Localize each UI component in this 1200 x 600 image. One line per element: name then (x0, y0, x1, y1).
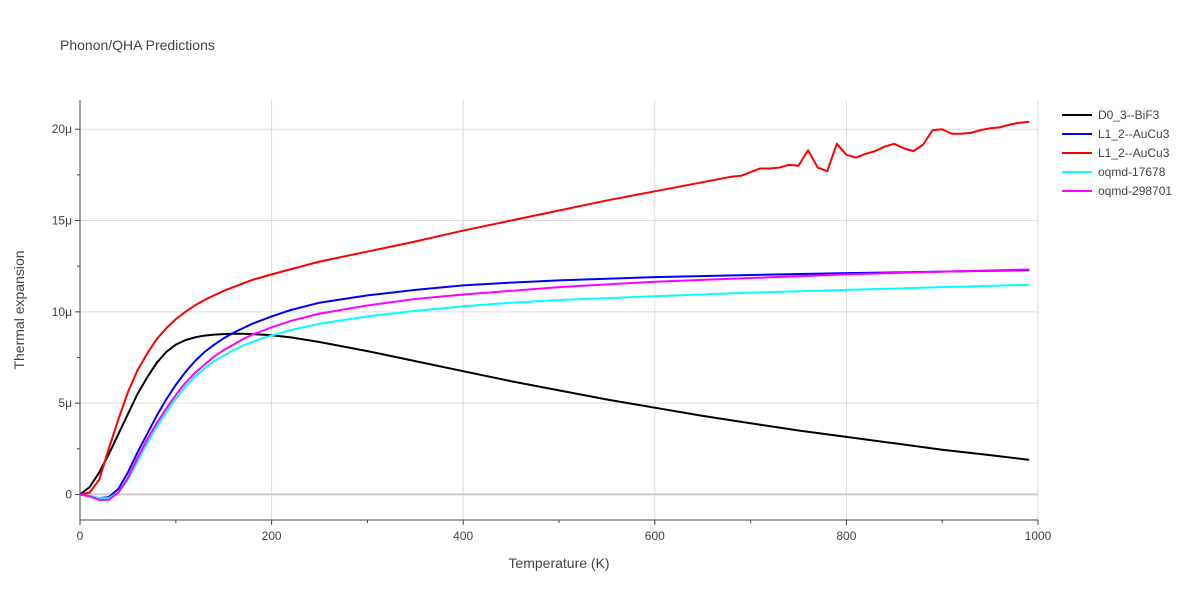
legend-label: L1_2--AuCu3 (1098, 127, 1170, 141)
series-line-0 (79, 332, 1030, 496)
y-tick-label: 10μ (52, 305, 72, 319)
series-line-1 (79, 269, 1030, 500)
axes: 0 200 400 600 800 1000 0 5μ 10μ 15μ 20μ (52, 100, 1052, 543)
series-line-3 (79, 283, 1030, 500)
grid (80, 100, 1039, 520)
x-tick-label: 200 (262, 529, 282, 543)
legend-item[interactable]: L1_2--AuCu3 (1062, 127, 1170, 141)
chart-title: Phonon/QHA Predictions (60, 37, 215, 53)
legend-item[interactable]: D0_3--BiF3 (1062, 108, 1160, 122)
legend-item[interactable]: oqmd-298701 (1062, 184, 1172, 198)
legend-item[interactable]: oqmd-17678 (1062, 165, 1166, 179)
legend-label: oqmd-17678 (1098, 165, 1166, 179)
plot-area (79, 120, 1030, 501)
legend-label: D0_3--BiF3 (1098, 108, 1160, 122)
legend: D0_3--BiF3 L1_2--AuCu3 L1_2--AuCu3 oqmd-176… (1062, 108, 1172, 198)
y-tick-label: 0 (65, 487, 72, 501)
series-line-2 (79, 120, 1030, 496)
x-tick-label: 800 (836, 529, 856, 543)
y-tick-label: 20μ (52, 122, 72, 136)
x-tick-label: 600 (645, 529, 665, 543)
x-tick-label: 400 (453, 529, 473, 543)
x-tick-label: 1000 (1025, 529, 1052, 543)
y-tick-label: 15μ (52, 214, 72, 228)
legend-item[interactable]: L1_2--AuCu3 (1062, 146, 1170, 160)
y-tick-label: 5μ (58, 396, 72, 410)
legend-label: oqmd-298701 (1098, 184, 1172, 198)
x-tick-label: 0 (77, 529, 84, 543)
y-axis-title: Thermal expansion (11, 250, 27, 369)
legend-label: L1_2--AuCu3 (1098, 146, 1170, 160)
series-line-4 (79, 268, 1030, 501)
x-axis-title: Temperature (K) (508, 555, 609, 571)
